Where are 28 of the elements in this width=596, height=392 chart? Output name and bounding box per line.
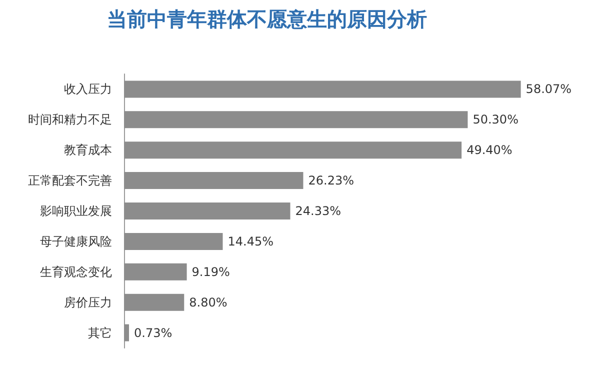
data-label: 8.80%	[189, 295, 228, 310]
y-tick-label: 时间和精力不足	[28, 112, 112, 127]
data-label: 9.19%	[192, 264, 230, 279]
bar	[124, 263, 187, 280]
bar	[124, 142, 462, 159]
y-tick-label: 正常配套不完善	[28, 174, 112, 188]
data-label: 50.30%	[472, 112, 518, 127]
bar	[124, 111, 468, 128]
chart-title: 当前中青年群体不愿意生的原因分析	[107, 7, 427, 31]
bar	[124, 294, 184, 311]
data-label: 49.40%	[466, 143, 512, 158]
y-tick-label: 影响职业发展	[40, 204, 112, 218]
y-tick-label: 母子健康风险	[40, 234, 112, 248]
bar	[124, 324, 129, 342]
y-tick-label: 生育观念变化	[40, 264, 112, 279]
data-label: 0.73%	[134, 326, 172, 340]
bar	[124, 232, 223, 250]
y-tick-label: 教育成本	[64, 143, 112, 158]
data-label: 14.45%	[228, 234, 274, 248]
y-tick-label: 房价压力	[64, 295, 112, 310]
y-tick-label: 其它	[88, 326, 112, 340]
bar	[124, 172, 304, 190]
bar	[124, 202, 290, 220]
data-label: 24.33%	[295, 204, 342, 218]
data-label: 26.23%	[308, 174, 354, 188]
bar	[124, 80, 521, 98]
y-tick-label: 收入压力	[64, 82, 112, 96]
data-label: 58.07%	[526, 82, 572, 96]
